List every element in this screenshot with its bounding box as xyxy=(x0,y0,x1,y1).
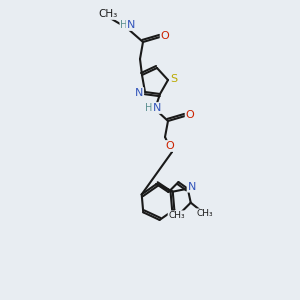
Text: S: S xyxy=(170,74,178,84)
Text: CH₃: CH₃ xyxy=(196,209,213,218)
Text: N: N xyxy=(135,88,143,98)
Text: H: H xyxy=(145,103,153,113)
Text: O: O xyxy=(186,110,194,120)
Text: H: H xyxy=(120,20,128,30)
Text: N: N xyxy=(188,182,196,192)
Text: O: O xyxy=(160,31,169,41)
Text: N: N xyxy=(153,103,161,113)
Text: CH₃: CH₃ xyxy=(168,211,185,220)
Text: O: O xyxy=(166,141,174,151)
Text: N: N xyxy=(127,20,135,30)
Text: CH₃: CH₃ xyxy=(98,9,118,19)
